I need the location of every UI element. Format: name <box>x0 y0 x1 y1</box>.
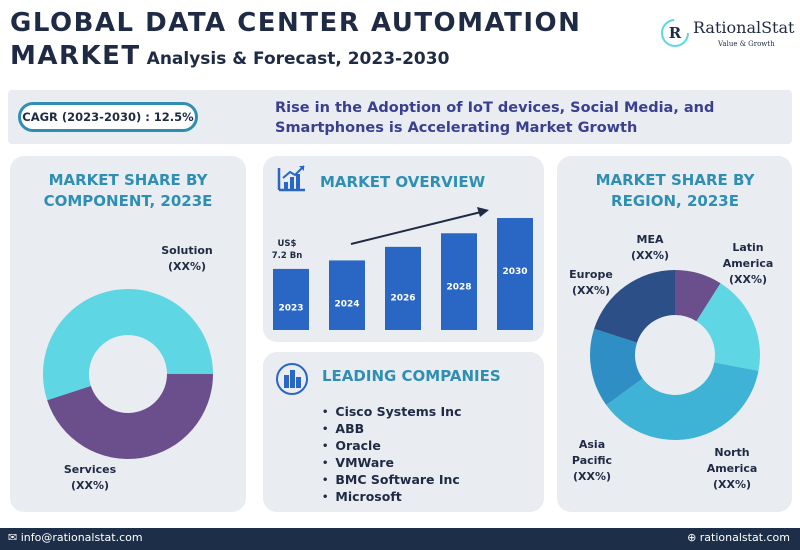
bar-2028 <box>441 233 477 330</box>
bar-label-2023: 2023 <box>278 304 303 314</box>
label-north-america: North America (XX%) <box>706 446 758 491</box>
bar-2030 <box>497 218 533 330</box>
trend-arrow-head <box>477 207 489 217</box>
component-donut-chart <box>43 289 214 460</box>
label-asia-pacific: Asia Pacific (XX%) <box>571 438 613 483</box>
company-item: ABB <box>322 421 461 438</box>
footer-website[interactable]: ⊕ rationalstat.com <box>687 531 790 544</box>
logo: R RationalStat Value & Growth <box>660 16 795 56</box>
label-solution: Solution (XX%) <box>161 244 213 273</box>
footer-email[interactable]: ✉ info@rationalstat.com <box>8 531 143 544</box>
company-item: Microsoft <box>322 489 461 506</box>
globe-icon: ⊕ <box>687 531 700 544</box>
bar-label-2024: 2024 <box>334 300 359 310</box>
market-overview-bar-chart: 2023 2024 2026 2028 2030 US$ 7.2 Bn <box>272 207 533 330</box>
donut-slice-asia-pacific <box>590 328 643 405</box>
page-subtitle: MARKET Analysis & Forecast, 2023-2030 <box>10 41 449 71</box>
value-label-amount: 7.2 Bn <box>272 251 303 261</box>
footer: ✉ info@rationalstat.com ⊕ rationalstat.c… <box>0 528 800 550</box>
logo-tagline: Value & Growth <box>718 40 775 48</box>
value-label-currency: US$ <box>278 239 297 249</box>
region-panel-title: MARKET SHARE BY REGION, 2023E <box>595 171 755 210</box>
mail-icon: ✉ <box>8 531 21 544</box>
bar-2023 <box>273 268 309 330</box>
growth-chart-icon <box>277 165 305 192</box>
donut-slice-europe <box>594 270 675 343</box>
bar-label-2026: 2026 <box>390 294 415 304</box>
cagr-badge: CAGR (2023-2030) : 12.5% <box>18 102 198 132</box>
companies-panel-title: LEADING COMPANIES <box>322 367 501 385</box>
bar-2026 <box>385 246 421 330</box>
title-analysis: Analysis & Forecast, 2023-2030 <box>146 49 450 69</box>
logo-mark-letter: R <box>669 24 682 42</box>
bar-label-2028: 2028 <box>446 282 471 292</box>
company-item: BMC Software Inc <box>322 472 461 489</box>
label-latin-america: Latin America (XX%) <box>722 241 774 286</box>
overview-panel-title: MARKET OVERVIEW <box>320 173 486 191</box>
logo-name: RationalStat <box>693 18 795 37</box>
page-title: GLOBAL DATA CENTER AUTOMATION <box>10 8 582 38</box>
banner-headline: Rise in the Adoption of IoT devices, Soc… <box>275 100 715 136</box>
logo-mark-icon: R <box>661 19 689 47</box>
title-market: MARKET <box>10 41 141 71</box>
region-donut-chart <box>590 270 760 440</box>
label-europe: Europe (XX%) <box>569 268 613 297</box>
company-item: VMWare <box>322 455 461 472</box>
company-item: Oracle <box>322 438 461 455</box>
company-item: Cisco Systems Inc <box>322 404 461 421</box>
bar-label-2030: 2030 <box>502 267 527 277</box>
donut-slice-north-america <box>606 362 759 440</box>
label-services: Services (XX%) <box>63 463 117 492</box>
donut-slice-services <box>47 374 214 460</box>
donut-slice-latin-america <box>696 283 760 371</box>
buildings-icon <box>276 363 308 395</box>
companies-list: Cisco Systems Inc ABB Oracle VMWare BMC … <box>322 404 461 506</box>
donut-slice-solution <box>43 289 213 401</box>
component-panel-title: MARKET SHARE BY COMPONENT, 2023E <box>43 171 213 210</box>
donut-slice-mea <box>675 270 721 322</box>
bar-2024 <box>329 260 365 330</box>
label-mea: MEA (XX%) <box>630 233 670 262</box>
trend-arrow <box>350 211 482 245</box>
